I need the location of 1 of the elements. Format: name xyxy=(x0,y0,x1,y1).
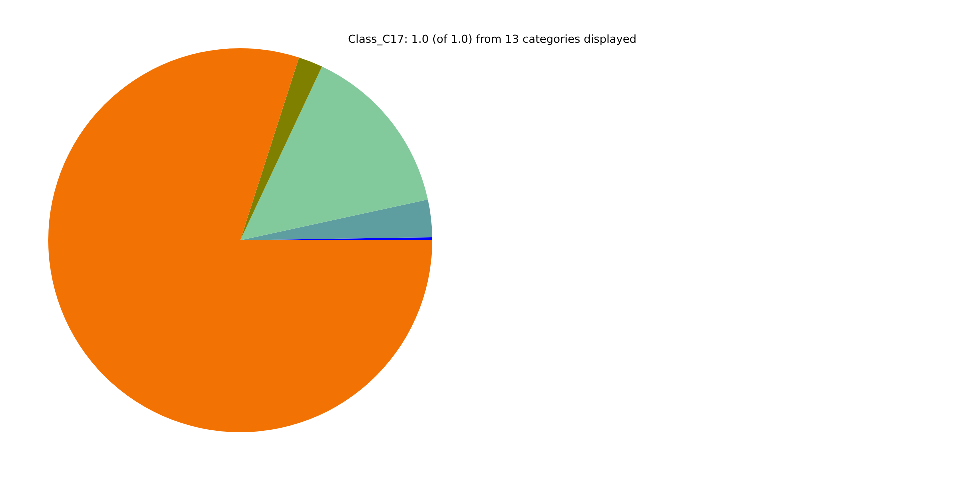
text: Class_C17: 1.0 (of 1.0) from 13 categories displayed xyxy=(348,33,637,46)
